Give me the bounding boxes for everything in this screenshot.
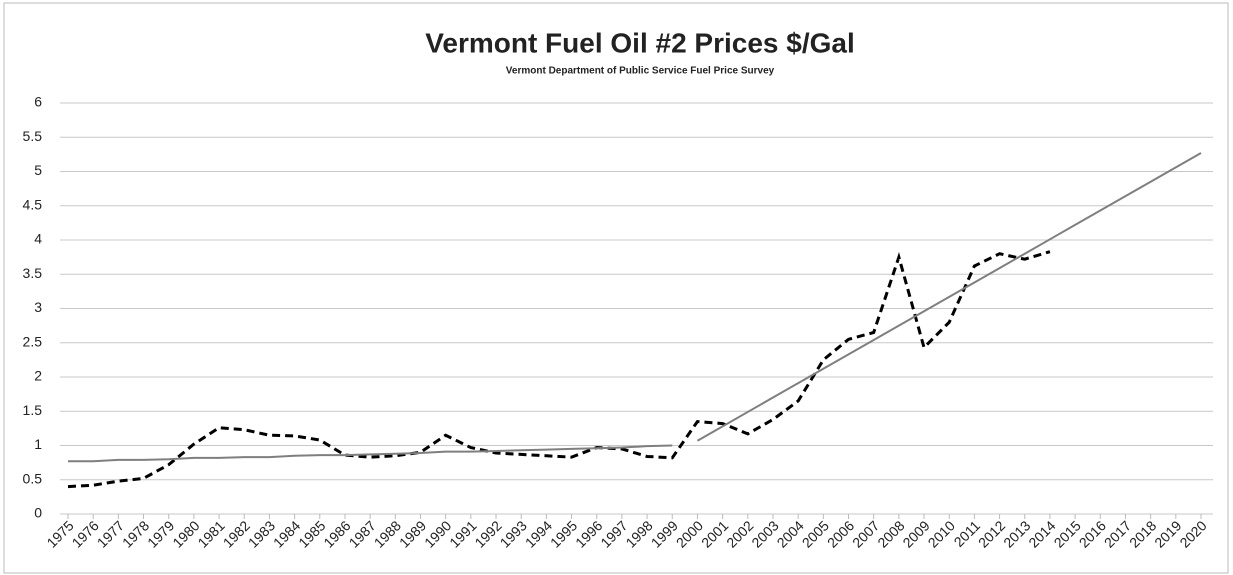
y-tick-label: 0 (34, 505, 42, 521)
y-tick-label: 4 (34, 231, 42, 247)
chart-subtitle: Vermont Department of Public Service Fue… (506, 66, 775, 77)
chart-frame (3, 2, 1229, 574)
y-tick-label: 4.5 (23, 196, 43, 212)
y-tick-label: 1.5 (23, 402, 43, 418)
data-line (68, 444, 673, 463)
y-tick-label: 5 (34, 162, 42, 178)
data-line (67, 250, 1051, 489)
y-tick-label: 0.5 (23, 470, 43, 486)
y-tick-label: 6 (34, 94, 42, 110)
y-tick-label: 5.5 (23, 128, 43, 144)
chart-title: Vermont Fuel Oil #2 Prices $/Gal (425, 27, 855, 58)
y-tick-label: 1 (34, 436, 42, 452)
data-line (696, 152, 1202, 442)
y-tick-label: 2 (34, 368, 42, 384)
y-tick-label: 2.5 (23, 333, 43, 349)
y-tick-label: 3.5 (23, 265, 43, 281)
y-tick-label: 3 (34, 299, 42, 315)
